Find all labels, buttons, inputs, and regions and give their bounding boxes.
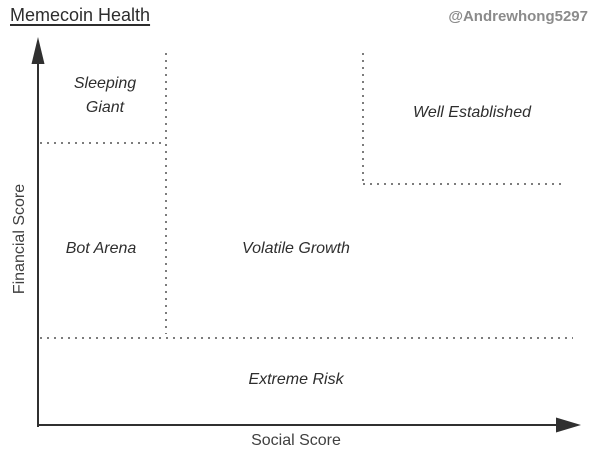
x-axis-label: Social Score [251, 432, 341, 449]
region-label-well-established: Well Established [413, 104, 531, 121]
x-axis-arrowhead-icon [556, 417, 581, 433]
y-axis-label: Financial Score [11, 183, 28, 295]
region-label-bot-arena: Bot Arena [65, 240, 137, 257]
page-title: Memecoin Health [10, 5, 151, 25]
y-axis-arrowhead-icon [31, 37, 45, 64]
region-label-volatile-growth: Volatile Growth [242, 240, 350, 257]
region-label-sleeping-giant: Sleeping Giant [73, 75, 137, 116]
region-label-extreme-risk: Extreme Risk [248, 371, 344, 388]
watermark: @Andrewhong5297 [448, 8, 588, 25]
